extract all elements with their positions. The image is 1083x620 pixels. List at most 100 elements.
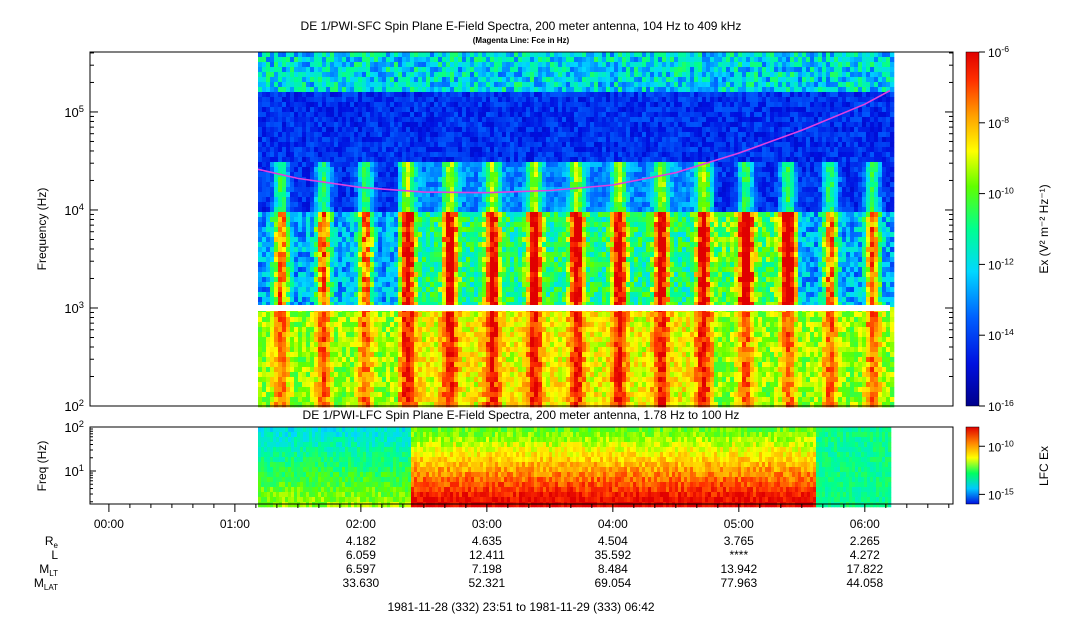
top-cell <box>302 227 307 233</box>
top-cell <box>470 297 475 303</box>
top-cell <box>266 247 271 253</box>
top-cell <box>518 282 523 288</box>
top-cell <box>498 337 503 343</box>
top-cell <box>270 232 275 238</box>
top-cell <box>378 172 383 178</box>
top-cell <box>490 62 495 68</box>
top-cell <box>322 252 327 258</box>
top-cell <box>530 247 535 253</box>
top-cell <box>338 172 343 178</box>
top-cell <box>322 132 327 138</box>
top-cell <box>502 292 507 298</box>
top-cell <box>342 147 347 153</box>
top-cell <box>466 332 471 338</box>
top-cell <box>342 117 347 123</box>
top-cell <box>386 177 391 183</box>
top-cell <box>474 312 479 318</box>
top-cell <box>486 217 491 223</box>
top-cell <box>370 367 375 373</box>
top-cell <box>290 387 295 393</box>
top-cell <box>314 287 319 293</box>
top-cell <box>386 112 391 118</box>
top-cell <box>326 167 331 173</box>
top-cell <box>298 102 303 108</box>
top-cell <box>302 387 307 393</box>
top-cell <box>514 347 519 353</box>
top-cell <box>438 162 443 168</box>
top-cell <box>286 132 291 138</box>
top-cell <box>318 217 323 223</box>
top-cell <box>342 262 347 268</box>
top-cell <box>530 132 535 138</box>
top-cell <box>274 262 279 268</box>
top-cell <box>470 382 475 388</box>
top-cell <box>490 142 495 148</box>
top-cell <box>382 92 387 98</box>
top-cell <box>510 357 515 363</box>
top-cell <box>458 77 463 83</box>
top-cell <box>530 152 535 158</box>
top-cell <box>370 127 375 133</box>
top-cell <box>470 142 475 148</box>
top-cell <box>302 232 307 238</box>
top-cell <box>370 162 375 168</box>
top-cell <box>458 382 463 388</box>
top-cell <box>514 312 519 318</box>
top-cell <box>282 317 287 323</box>
top-cell <box>506 247 511 253</box>
top-cell <box>290 372 295 378</box>
top-cell <box>298 82 303 88</box>
top-cell <box>286 147 291 153</box>
top-cell <box>390 312 395 318</box>
top-cell <box>522 102 527 108</box>
top-cell <box>394 162 399 168</box>
top-cell <box>274 182 279 188</box>
top-cell <box>306 187 311 193</box>
top-cell <box>526 262 531 268</box>
top-cell <box>398 167 403 173</box>
top-cell <box>358 297 363 303</box>
top-cell <box>338 322 343 328</box>
top-cell <box>314 202 319 208</box>
top-cell <box>278 197 283 203</box>
top-cell <box>338 157 343 163</box>
top-cell <box>258 162 263 168</box>
top-cell <box>494 362 499 368</box>
top-cell <box>274 102 279 108</box>
top-cell <box>310 312 315 318</box>
top-cell <box>378 192 383 198</box>
top-cell <box>526 77 531 83</box>
top-cell <box>362 162 367 168</box>
top-cell <box>326 247 331 253</box>
top-cell <box>402 87 407 93</box>
top-cell <box>510 187 515 193</box>
top-cell <box>506 212 511 218</box>
top-cell <box>514 107 519 113</box>
top-cell <box>386 247 391 253</box>
top-cell <box>370 332 375 338</box>
top-cell <box>370 377 375 383</box>
top-cell <box>430 82 435 88</box>
top-cell <box>334 267 339 273</box>
top-cell <box>258 127 263 133</box>
top-cell <box>370 182 375 188</box>
top-cell <box>302 167 307 173</box>
top-cell <box>514 242 519 248</box>
top-cell <box>522 242 527 248</box>
top-cell <box>410 382 415 388</box>
top-cell <box>354 82 359 88</box>
top-cell <box>518 362 523 368</box>
top-cell <box>506 107 511 113</box>
top-cell <box>294 297 299 303</box>
top-cell <box>266 232 271 238</box>
top-cell <box>258 337 263 343</box>
top-cell <box>486 82 491 88</box>
top-cell <box>338 377 343 383</box>
top-cell <box>386 327 391 333</box>
top-cell <box>462 82 467 88</box>
top-cell <box>366 147 371 153</box>
top-cell <box>298 92 303 98</box>
top-cell <box>438 332 443 338</box>
top-cell <box>298 357 303 363</box>
top-cell <box>482 322 487 328</box>
